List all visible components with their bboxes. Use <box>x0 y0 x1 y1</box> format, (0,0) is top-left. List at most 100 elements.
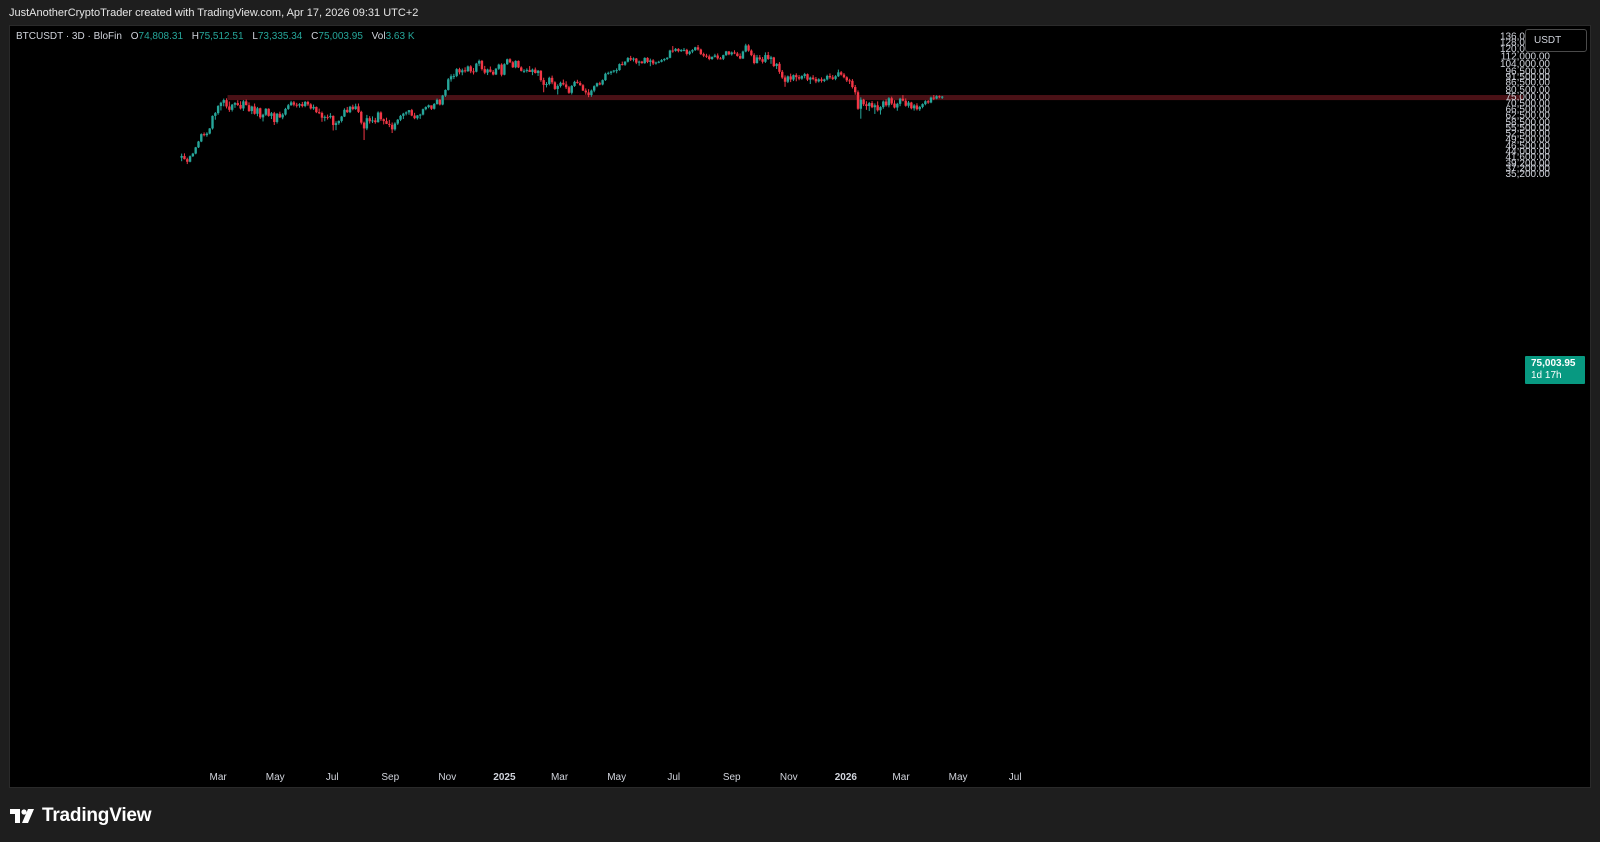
candle[interactable] <box>267 108 270 117</box>
candle[interactable] <box>382 118 385 125</box>
candle[interactable] <box>910 101 913 110</box>
candle[interactable] <box>724 50 728 56</box>
candle[interactable] <box>941 95 944 99</box>
candle[interactable] <box>337 120 341 125</box>
candle[interactable] <box>870 101 874 109</box>
candle[interactable] <box>458 67 461 75</box>
candle[interactable] <box>520 66 523 72</box>
candle[interactable] <box>424 106 428 111</box>
candle[interactable] <box>851 79 854 89</box>
candle[interactable] <box>918 105 921 111</box>
candle[interactable] <box>587 89 590 98</box>
candle[interactable] <box>368 116 371 124</box>
candle[interactable] <box>413 112 416 120</box>
candle[interactable] <box>691 49 694 54</box>
candle[interactable] <box>915 103 919 111</box>
candle[interactable] <box>191 152 195 157</box>
candle[interactable] <box>236 100 239 107</box>
candle[interactable] <box>584 88 587 95</box>
candle[interactable] <box>842 73 846 79</box>
candle[interactable] <box>410 108 413 117</box>
candle[interactable] <box>531 68 534 76</box>
candle[interactable] <box>752 53 756 65</box>
candle[interactable] <box>665 57 669 61</box>
candle[interactable] <box>351 104 355 111</box>
candle[interactable] <box>242 100 245 111</box>
candle[interactable] <box>483 65 486 75</box>
candle[interactable] <box>736 51 739 57</box>
candle[interactable] <box>390 122 394 133</box>
candle[interactable] <box>657 60 660 64</box>
candle[interactable] <box>750 49 753 57</box>
candle[interactable] <box>225 98 228 109</box>
candle[interactable] <box>421 108 425 116</box>
candle[interactable] <box>898 97 902 107</box>
candle[interactable] <box>379 111 383 121</box>
candle[interactable] <box>854 84 857 95</box>
candle[interactable] <box>396 119 399 125</box>
candle[interactable] <box>722 54 725 61</box>
candle[interactable] <box>334 121 338 131</box>
candle[interactable] <box>730 51 733 56</box>
candle[interactable] <box>216 105 220 115</box>
candle[interactable] <box>489 66 492 73</box>
candle[interactable] <box>775 63 778 69</box>
candle[interactable] <box>677 48 680 53</box>
candle[interactable] <box>935 95 938 100</box>
candle[interactable] <box>932 95 935 101</box>
candle[interactable] <box>904 98 907 107</box>
candle[interactable] <box>921 103 924 109</box>
candle[interactable] <box>621 61 624 66</box>
candle[interactable] <box>309 103 312 110</box>
candle[interactable] <box>649 58 652 67</box>
candle[interactable] <box>806 73 809 82</box>
candle[interactable] <box>418 113 422 119</box>
candle[interactable] <box>503 63 506 76</box>
candle[interactable] <box>702 52 705 58</box>
candle[interactable] <box>755 54 759 64</box>
candle[interactable] <box>778 62 781 74</box>
candle[interactable] <box>764 52 767 63</box>
candle[interactable] <box>564 81 568 90</box>
candle[interactable] <box>550 75 554 85</box>
candle[interactable] <box>281 113 284 120</box>
candle[interactable] <box>769 55 773 64</box>
candle[interactable] <box>862 98 865 107</box>
candle[interactable] <box>194 146 197 155</box>
candle[interactable] <box>699 48 703 56</box>
candle[interactable] <box>590 89 593 97</box>
candle[interactable] <box>772 56 776 68</box>
candle[interactable] <box>651 59 655 66</box>
candle[interactable] <box>615 68 618 74</box>
resistance-zone[interactable] <box>227 95 1524 101</box>
candle[interactable] <box>435 98 439 105</box>
candle[interactable] <box>528 66 531 73</box>
candle[interactable] <box>654 61 658 65</box>
candle[interactable] <box>247 102 251 112</box>
candle[interactable] <box>404 111 408 116</box>
candle[interactable] <box>244 99 248 106</box>
candle[interactable] <box>884 99 888 107</box>
candle[interactable] <box>180 153 183 162</box>
candle[interactable] <box>312 104 315 110</box>
candle[interactable] <box>511 61 515 68</box>
candle[interactable] <box>929 96 933 104</box>
candle[interactable] <box>680 49 683 52</box>
symbol-label[interactable]: BTCUSDT · 3D · BloFin <box>16 31 122 42</box>
candle[interactable] <box>618 63 621 71</box>
candle[interactable] <box>576 79 579 84</box>
candle[interactable] <box>767 51 770 60</box>
candle[interactable] <box>845 76 848 82</box>
candle[interactable] <box>682 47 686 52</box>
candle[interactable] <box>598 81 602 86</box>
candle[interactable] <box>287 103 290 110</box>
candle[interactable] <box>186 157 189 165</box>
candle[interactable] <box>183 153 186 160</box>
candle[interactable] <box>517 60 520 69</box>
candle[interactable] <box>188 155 192 163</box>
candle[interactable] <box>803 72 806 79</box>
candle[interactable] <box>491 70 495 76</box>
candle[interactable] <box>817 78 820 83</box>
candle[interactable] <box>449 74 453 82</box>
